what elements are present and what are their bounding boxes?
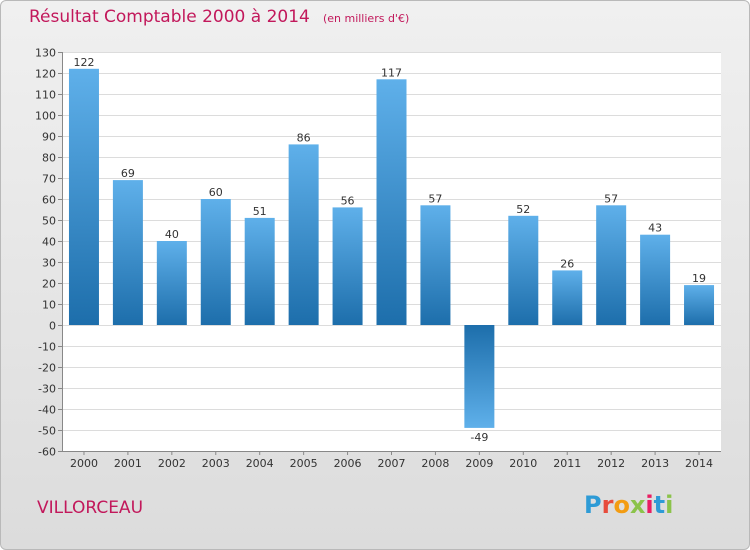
labels-layer: 122 69 40 60 51 86 56 117 57 -49 52 26 57 43 19 (73, 56, 706, 444)
y-tick-label: 10 (42, 299, 56, 312)
proxiti-logo: Proxiti (584, 491, 673, 519)
y-tick-label: -30 (38, 383, 56, 396)
logo-letter: o (613, 491, 630, 519)
y-tick-label: 30 (42, 257, 56, 270)
bar-2012 (596, 205, 627, 325)
data-label-2006: 56 (341, 194, 355, 207)
x-tick-label-2007: 2007 (378, 457, 406, 470)
x-tick-label-2008: 2008 (421, 457, 449, 470)
y-tick-label: 80 (42, 152, 56, 165)
data-label-2002: 40 (165, 228, 179, 241)
bar-2008 (420, 205, 451, 325)
bar-2005 (288, 144, 319, 325)
y-tick-label: -10 (38, 341, 56, 354)
chart-subtitle: (en milliers d'€) (322, 12, 410, 25)
logo-letter: i (645, 491, 654, 519)
data-label-2004: 51 (253, 205, 267, 218)
x-tick-label-2005: 2005 (290, 457, 318, 470)
x-tick-label-2002: 2002 (158, 457, 186, 470)
y-tick-label: 70 (42, 173, 56, 186)
logo-letter: i (665, 491, 674, 519)
y-tick-label: 100 (35, 110, 56, 123)
data-label-2012: 57 (604, 192, 618, 205)
logo-letter: t (653, 491, 666, 519)
data-label-2010: 52 (516, 203, 530, 216)
bar-2014 (684, 285, 715, 325)
x-tick-label-2000: 2000 (70, 457, 98, 470)
bar-2010 (508, 215, 539, 325)
x-tick-label-2011: 2011 (553, 457, 581, 470)
y-tick-label: -50 (38, 425, 56, 438)
y-tick-label: -20 (38, 362, 56, 375)
data-label-2014: 19 (692, 272, 706, 285)
x-tick-label-2014: 2014 (685, 457, 713, 470)
bar-2000 (68, 68, 99, 326)
logo-letter: P (584, 491, 602, 519)
bar-2011 (552, 270, 583, 325)
x-tick-label-2006: 2006 (334, 457, 362, 470)
bar-2007 (376, 79, 407, 325)
y-tick-label: 20 (42, 278, 56, 291)
y-tick-label: -40 (38, 404, 56, 417)
data-label-2003: 60 (209, 186, 223, 199)
x-tick-label-2009: 2009 (465, 457, 493, 470)
y-tick-label: 110 (35, 89, 56, 102)
y-tick-label: 130 (35, 47, 56, 60)
data-label-2009: -49 (470, 431, 488, 444)
x-tick-label-2010: 2010 (509, 457, 537, 470)
data-label-2013: 43 (648, 222, 662, 235)
title-row: Résultat Comptable 2000 à 2014 (en milli… (29, 7, 409, 27)
y-tick-label: 50 (42, 215, 56, 228)
y-tick-label: 90 (42, 131, 56, 144)
bar-2013 (640, 234, 671, 325)
chart-title: Résultat Comptable 2000 à 2014 (29, 7, 310, 27)
y-tick-label: 40 (42, 236, 56, 249)
x-tick-label-2003: 2003 (202, 457, 230, 470)
x-tick-label-2013: 2013 (641, 457, 669, 470)
axes-layer: -60 -50 -40 -30 -20 -10 0 10 20 30 40 50 60 70 80 90 100… (35, 47, 721, 470)
bar-2001 (112, 180, 143, 325)
logo-letter: r (601, 491, 614, 519)
bar-2009 (464, 325, 495, 428)
bar-2006 (332, 207, 363, 325)
commune-name: VILLORCEAU (37, 498, 144, 518)
bar-2002 (156, 241, 187, 325)
data-label-2008: 57 (428, 192, 442, 205)
bar-2004 (244, 217, 275, 325)
x-tick-label-2004: 2004 (246, 457, 274, 470)
data-label-2007: 117 (381, 66, 402, 79)
logo-letter: x (629, 491, 646, 519)
data-label-2001: 69 (121, 167, 135, 180)
y-tick-label: 120 (35, 68, 56, 81)
y-tick-label: 60 (42, 194, 56, 207)
data-label-2000: 122 (73, 56, 94, 69)
x-tick-label-2012: 2012 (597, 457, 625, 470)
bars-layer (68, 68, 715, 428)
bar-2003 (200, 199, 231, 325)
x-tick-label-2001: 2001 (114, 457, 142, 470)
y-tick-label: 0 (49, 320, 56, 333)
data-label-2011: 26 (560, 257, 574, 270)
data-label-2005: 86 (297, 131, 311, 144)
y-tick-label: -60 (38, 446, 56, 459)
